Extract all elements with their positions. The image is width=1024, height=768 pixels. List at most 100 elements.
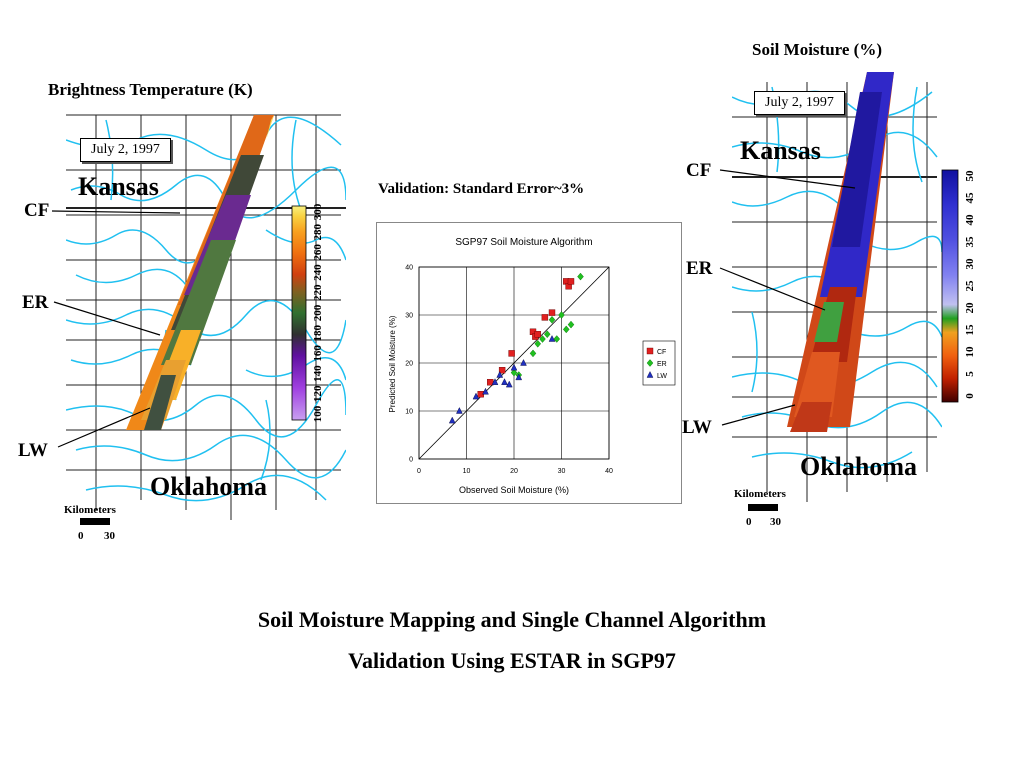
legend-marker-er bbox=[646, 359, 654, 367]
y-tick-label: 20 bbox=[405, 361, 413, 368]
chart-y-label: Predicted Soil Moisture (%) bbox=[388, 315, 397, 412]
scatter-chart: SGP97 Soil Moisture Algorithm 0 10 20 30 40 0… bbox=[388, 237, 676, 495]
soil-moisture-map bbox=[732, 72, 942, 512]
left-site-er: ER bbox=[22, 292, 49, 313]
right-colorbar-tick-20: 20 bbox=[964, 302, 976, 314]
data-point-er bbox=[558, 311, 565, 319]
right-site-cf: CF bbox=[686, 160, 712, 181]
caption-line-1: Soil Moisture Mapping and Single Channel… bbox=[257, 607, 767, 632]
scatter-chart-frame: SGP97 Soil Moisture Algorithm 0 10 20 30 40 0… bbox=[376, 222, 682, 504]
left-map-state-oklahoma: Oklahoma bbox=[150, 472, 268, 501]
data-point-er bbox=[510, 368, 518, 377]
x-tick-label: 10 bbox=[463, 468, 471, 475]
right-colorbar-tick-30: 30 bbox=[964, 258, 976, 270]
legend-label-lw: LW bbox=[657, 373, 667, 380]
legend-label-cf: CF bbox=[657, 349, 666, 356]
right-colorbar-tick-45: 45 bbox=[964, 192, 976, 204]
left-scale-bar bbox=[80, 518, 110, 525]
chart-title: SGP97 Soil Moisture Algorithm bbox=[455, 237, 592, 248]
left-scale-tick-30: 30 bbox=[104, 530, 115, 542]
caption-line-2: Validation Using ESTAR in SGP97 bbox=[348, 648, 676, 673]
right-site-lw: LW bbox=[682, 417, 712, 438]
data-point-lw bbox=[510, 363, 518, 371]
right-scale-label: Kilometers bbox=[734, 488, 786, 500]
left-colorbar-tick-220: 220 bbox=[312, 284, 324, 301]
right-map-title: Soil Moisture (%) bbox=[752, 40, 883, 59]
x-tick-label: 0 bbox=[417, 468, 421, 475]
data-point-lw bbox=[548, 335, 556, 342]
right-colorbar-tick-35: 35 bbox=[964, 236, 976, 248]
left-colorbar-tick-260: 260 bbox=[312, 244, 324, 261]
left-site-lw: LW bbox=[18, 440, 48, 461]
data-point-lw bbox=[520, 359, 527, 366]
data-point-lw bbox=[505, 380, 513, 388]
validation-title: Validation: Standard Error~3% bbox=[378, 181, 585, 197]
data-point-er bbox=[577, 272, 584, 281]
right-map-state-kansas: Kansas bbox=[740, 136, 821, 165]
x-tick-label: 20 bbox=[510, 468, 518, 475]
y-tick-label: 30 bbox=[405, 313, 413, 320]
data-point-cf bbox=[534, 330, 541, 338]
data-point-lw bbox=[448, 416, 456, 424]
data-point-cf bbox=[508, 350, 515, 357]
chart-x-label: Observed Soil Moisture (%) bbox=[459, 485, 569, 495]
data-point-er bbox=[567, 320, 575, 329]
right-colorbar-tick-40: 40 bbox=[964, 214, 976, 226]
left-scale-label: Kilometers bbox=[64, 504, 116, 516]
data-point-lw bbox=[501, 378, 508, 385]
soil-moisture-colorbar: 0 5 10 15 20 25 30 35 40 45 50 bbox=[941, 169, 976, 403]
right-colorbar-tick-25: 25 bbox=[964, 280, 976, 292]
left-scale-tick-0: 0 bbox=[78, 530, 84, 542]
right-scale-tick-30: 30 bbox=[770, 516, 781, 528]
right-scale-tick-0: 0 bbox=[746, 516, 752, 528]
data-point-cf bbox=[567, 278, 575, 285]
left-colorbar-tick-280: 280 bbox=[312, 223, 324, 240]
left-colorbar-tick-200: 200 bbox=[312, 304, 324, 321]
left-colorbar-tick-140: 140 bbox=[312, 365, 324, 382]
right-scale-bar bbox=[748, 504, 778, 511]
left-colorbar-tick-100: 100 bbox=[312, 405, 324, 422]
brightness-temperature-colorbar: 100 120 140 160 180 200 220 240 260 280 300 bbox=[291, 203, 324, 422]
data-point-lw bbox=[472, 392, 480, 400]
data-point-er bbox=[562, 325, 570, 334]
left-map-title: Brightness Temperature (K) bbox=[48, 80, 253, 99]
data-point-er bbox=[539, 335, 546, 343]
right-map-state-oklahoma: Oklahoma bbox=[800, 452, 918, 481]
right-colorbar-tick-15: 15 bbox=[964, 324, 976, 336]
right-site-er: ER bbox=[686, 258, 713, 279]
right-colorbar-tick-10: 10 bbox=[964, 346, 976, 358]
left-colorbar-tick-300: 300 bbox=[312, 203, 324, 220]
left-site-cf: CF bbox=[24, 200, 50, 221]
left-map-date: July 2, 1997 bbox=[80, 138, 171, 162]
right-colorbar-tick-5: 5 bbox=[964, 371, 976, 377]
x-tick-label: 40 bbox=[605, 468, 613, 475]
data-point-er bbox=[543, 330, 551, 339]
x-tick-label: 30 bbox=[558, 468, 566, 475]
data-point-lw bbox=[496, 371, 504, 378]
one-to-one-line bbox=[418, 266, 610, 460]
data-point-cf bbox=[548, 309, 556, 316]
right-colorbar-tick-0: 0 bbox=[964, 393, 976, 399]
data-point-er bbox=[548, 315, 556, 324]
left-colorbar-tick-240: 240 bbox=[312, 264, 324, 281]
data-point-lw bbox=[482, 387, 489, 395]
data-point-cf bbox=[498, 366, 506, 374]
data-point-er bbox=[553, 335, 561, 343]
left-colorbar-tick-120: 120 bbox=[312, 385, 324, 402]
legend-marker-lw bbox=[646, 371, 654, 378]
left-colorbar-tick-180: 180 bbox=[312, 324, 324, 341]
y-tick-label: 0 bbox=[409, 457, 413, 464]
right-map-date: July 2, 1997 bbox=[754, 91, 845, 115]
data-point-lw bbox=[491, 378, 499, 385]
legend-label-er: ER bbox=[657, 361, 667, 368]
data-point-cf bbox=[541, 314, 549, 321]
y-tick-label: 10 bbox=[405, 409, 413, 416]
data-point-lw bbox=[515, 373, 523, 381]
left-map-state-kansas: Kansas bbox=[78, 172, 159, 201]
data-point-er bbox=[534, 339, 542, 348]
legend-marker-cf bbox=[646, 347, 654, 355]
right-colorbar-tick-50: 50 bbox=[964, 170, 976, 182]
y-tick-label: 40 bbox=[405, 265, 413, 272]
